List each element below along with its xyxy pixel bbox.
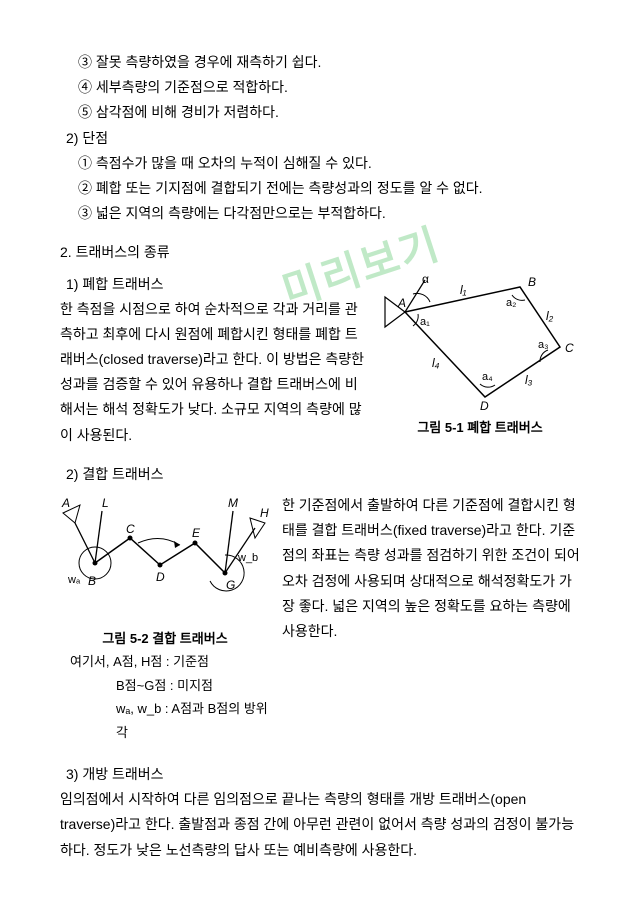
label-l1: l₁ <box>460 283 467 297</box>
figure-5-2: A L B C D E G M H wₐ w_b <box>60 493 270 623</box>
sub2-body: 한 기준점에서 출발하여 다른 기준점에 결합시킨 형태를 결합 트래버스(fi… <box>282 493 580 644</box>
lbl-B: B <box>88 574 96 588</box>
closed-traverse-block: 1) 폐합 트래버스 한 측점을 시점으로 하여 순차적으로 각과 거리를 관측… <box>60 272 580 448</box>
sub3-title: 3) 개방 트래버스 <box>66 762 580 787</box>
legend-2: B점~G점 : 미지점 <box>116 674 270 697</box>
cons-1: ① 측점수가 많을 때 오차의 누적이 심해질 수 있다. <box>78 151 580 176</box>
label-a2: a₂ <box>506 297 516 309</box>
label-a4: a₄ <box>482 371 493 383</box>
lbl-A: A <box>61 496 70 510</box>
label-D: D <box>480 399 489 412</box>
label-A: A <box>397 296 406 310</box>
figure-5-1: A B C D α a₁ a₂ a₃ a₄ l₁ l₂ l₃ l₄ <box>380 272 580 412</box>
sub1-title: 1) 폐합 트래버스 <box>66 272 368 297</box>
label-B: B <box>528 275 536 289</box>
bullet-5: ⑤ 삼각점에 비해 경비가 저렴하다. <box>78 100 580 125</box>
figure-5-2-caption: 그림 5-2 결합 트래버스 <box>60 627 270 650</box>
lbl-M: M <box>228 496 238 510</box>
label-l3: l₃ <box>525 373 533 387</box>
section-2-title: 2. 트래버스의 종류 <box>60 240 580 265</box>
label-l4: l₄ <box>432 356 440 370</box>
lbl-wb: w_b <box>237 552 258 564</box>
fixed-traverse-block: A L B C D E G M H wₐ w_b 그림 5-2 결합 트래버스 … <box>60 493 580 744</box>
label-alpha: α <box>422 272 429 286</box>
label-l2: l₂ <box>546 309 554 323</box>
sub2-title: 2) 결합 트래버스 <box>66 462 580 487</box>
subhead-cons: 2) 단점 <box>66 126 580 151</box>
figure-5-1-caption: 그림 5-1 폐합 트래버스 <box>380 416 580 439</box>
lbl-wa: wₐ <box>67 574 81 586</box>
label-a1: a₁ <box>420 316 430 328</box>
bullet-3: ③ 잘못 측량하였을 경우에 재측하기 쉽다. <box>78 50 580 75</box>
label-a3: a₃ <box>538 339 549 351</box>
cons-2: ② 폐합 또는 기지점에 결합되기 전에는 측량성과의 정도를 알 수 없다. <box>78 176 580 201</box>
cons-3: ③ 넓은 지역의 측량에는 다각점만으로는 부적합하다. <box>78 201 580 226</box>
legend-3: wₐ, w_b : A점과 B점의 방위각 <box>116 697 270 744</box>
lbl-L: L <box>102 496 109 510</box>
lbl-C: C <box>126 522 135 536</box>
sub3-body: 임의점에서 시작하여 다른 임의점으로 끝나는 측량의 형태를 개방 트래버스(… <box>60 787 580 863</box>
sub1-body: 한 측점을 시점으로 하여 순차적으로 각과 거리를 관측하고 최후에 다시 원… <box>60 297 368 448</box>
lbl-D: D <box>156 570 165 584</box>
lbl-H: H <box>260 506 269 520</box>
legend-1: 여기서, A점, H점 : 기준점 <box>70 650 270 673</box>
bullet-4: ④ 세부측량의 기준점으로 적합하다. <box>78 75 580 100</box>
lbl-E: E <box>192 526 201 540</box>
lbl-G: G <box>226 578 235 592</box>
label-C: C <box>565 341 574 355</box>
